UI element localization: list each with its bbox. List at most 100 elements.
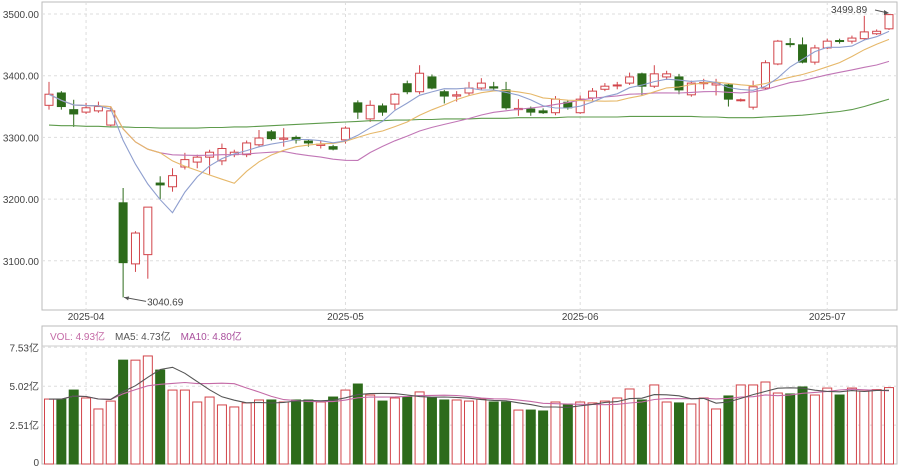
- volume-bar: [192, 401, 203, 465]
- candle: [279, 128, 289, 147]
- volume-bar: [56, 398, 67, 465]
- candle-body: [822, 40, 832, 49]
- candle: [93, 101, 103, 113]
- candle-body: [328, 146, 338, 150]
- candle: [353, 100, 363, 119]
- low-annotation: 3040.69: [147, 297, 184, 308]
- candle-body: [588, 90, 598, 99]
- candle-body: [340, 127, 350, 141]
- candle-body: [872, 30, 882, 35]
- ma5-line: [48, 30, 890, 214]
- volume-bar: [229, 406, 240, 465]
- candle: [402, 80, 412, 95]
- candle: [452, 91, 462, 102]
- candle-body: [168, 175, 178, 188]
- candle: [489, 81, 499, 91]
- price-tick-label: 3500.00: [3, 10, 40, 21]
- candle-body: [415, 72, 425, 93]
- candle: [600, 83, 610, 92]
- candle-body: [69, 109, 79, 115]
- candle-body: [785, 43, 795, 46]
- date-tick-label: 2025-05: [327, 312, 364, 323]
- candle-body: [81, 107, 91, 113]
- volume-bar: [81, 397, 92, 465]
- candle-body: [93, 106, 103, 112]
- candle: [538, 108, 548, 114]
- candle: [859, 15, 869, 40]
- candle-body: [538, 110, 548, 114]
- volume-bar: [488, 401, 499, 465]
- candle: [760, 60, 770, 90]
- candle: [649, 65, 659, 89]
- volume-legend-item: MA10: 4.80亿: [181, 330, 242, 343]
- volume-bar: [389, 397, 400, 465]
- candle-body: [130, 232, 140, 265]
- candle-body: [501, 89, 511, 109]
- high-annotation: 3499.89: [831, 5, 868, 16]
- volume-bar: [451, 399, 462, 465]
- candle-body: [526, 108, 536, 113]
- candle-body: [612, 84, 622, 87]
- candle: [378, 103, 388, 116]
- volume-bar: [785, 393, 796, 465]
- volume-bar: [711, 408, 722, 465]
- candle-body: [427, 76, 437, 89]
- candle: [625, 72, 635, 85]
- candle-body: [859, 31, 869, 40]
- volume-bar: [538, 410, 549, 465]
- candle-body: [662, 73, 672, 78]
- volume-bar: [846, 387, 857, 465]
- candle-body: [810, 47, 820, 63]
- candle-body: [674, 76, 684, 91]
- candle-body: [378, 105, 388, 113]
- candle: [748, 80, 758, 110]
- volume-bar: [612, 397, 623, 465]
- volume-bar: [599, 400, 610, 465]
- price-tick-label: 3300.00: [3, 133, 40, 144]
- candle-body: [600, 85, 610, 90]
- candle: [798, 37, 808, 64]
- candle: [365, 100, 375, 122]
- candle: [242, 140, 252, 158]
- candle: [810, 44, 820, 65]
- candle-body: [760, 62, 770, 89]
- price-plot-frame: [41, 1, 898, 311]
- volume-bar: [834, 394, 845, 465]
- candle: [390, 92, 400, 110]
- volume-bar: [439, 399, 450, 465]
- candle: [415, 65, 425, 95]
- candle-body: [279, 137, 289, 140]
- candle: [674, 73, 684, 95]
- candle: [501, 81, 511, 110]
- candle-body: [180, 159, 190, 168]
- candle: [155, 176, 165, 200]
- volume-tick-label: 2.51亿: [10, 419, 39, 432]
- volume-bar: [365, 394, 376, 465]
- candle: [81, 102, 91, 114]
- volume-bar: [636, 399, 647, 465]
- candle: [872, 29, 882, 35]
- ma10-line: [48, 38, 890, 184]
- candle-body: [390, 93, 400, 105]
- volume-bar: [735, 384, 746, 465]
- candle-body: [439, 91, 449, 97]
- candle-body: [835, 40, 845, 43]
- volume-bar: [315, 401, 326, 465]
- date-tick-label: 2025-06: [562, 312, 599, 323]
- candle: [69, 99, 79, 127]
- volume-bar: [179, 389, 190, 465]
- volume-bar: [871, 389, 882, 465]
- volume-bar: [513, 409, 524, 465]
- volume-bar: [254, 399, 264, 465]
- volume-bar: [118, 359, 129, 465]
- candle-body: [476, 82, 486, 89]
- date-tick-label: 2025-04: [68, 312, 105, 323]
- candle-body: [106, 110, 116, 126]
- volume-bar: [809, 394, 820, 465]
- volume-bar: [414, 391, 425, 465]
- volume-bar: [352, 383, 363, 465]
- candle-body: [242, 142, 252, 156]
- arrow-head-icon: [124, 296, 130, 301]
- candle-body: [773, 40, 783, 65]
